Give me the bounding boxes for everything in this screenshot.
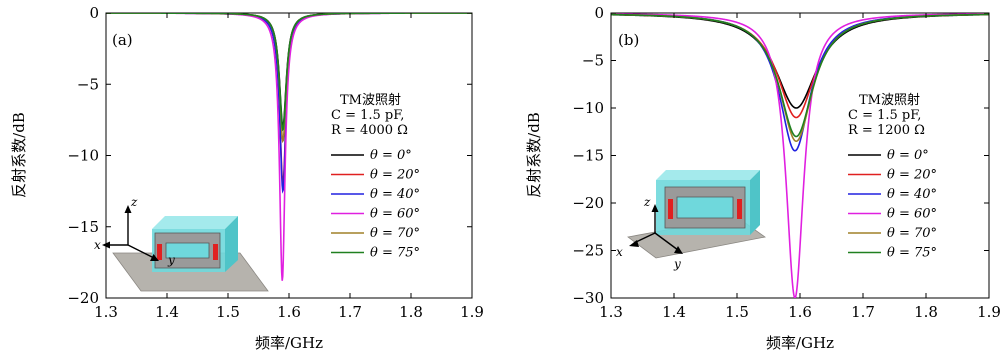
legend-entry: θ = 75°: [370, 246, 420, 261]
z-axis-label: z: [130, 195, 138, 209]
x-tick-label: 1.6: [788, 303, 812, 321]
panel-b: (b) 1.3 1.4 1.5 1.6 1.7 1.8 1.9 0 −5 −10 −15 −20 −25…: [525, 4, 1001, 352]
x-tick-label: 1.9: [460, 303, 484, 321]
x-tick-label: 1.7: [338, 303, 362, 321]
x-axis-title: 频率/GHz: [766, 334, 834, 352]
x-tick-label: 1.5: [216, 303, 240, 321]
y-tick-label: 0: [594, 4, 604, 22]
y-tick-label: −25: [572, 242, 604, 260]
x-tick-label: 1.5: [725, 303, 749, 321]
x-tick-label: 1.6: [277, 303, 301, 321]
y-axis-title: 反射系数/dB: [10, 112, 28, 198]
annotation-line-2: C = 1.5 pF,: [331, 108, 404, 123]
x-tick-label: 1.4: [662, 303, 686, 321]
x-axis-title: 频率/GHz: [255, 334, 323, 352]
tick-group: 1.3 1.4 1.5 1.6 1.7 1.8 1.9 0 −5 −10 −15 −20 −25 −30: [572, 4, 1001, 321]
resistor-right: [213, 244, 218, 260]
x-tick-label: 1.7: [851, 303, 875, 321]
y-tick-label: −20: [572, 194, 604, 212]
substrate-side: [750, 170, 760, 235]
y-axis-arrow: [654, 232, 679, 251]
panel-a: (a) 1.3 1.4 1.5 1.6 1.7 1.8 1.9 0 −5 −10 −15 −20 z …: [10, 4, 484, 352]
x-axis-arrow: [633, 232, 656, 244]
y-arrow-head: [674, 246, 683, 254]
annotation-line-1: TM波照射: [859, 92, 920, 108]
y-tick-label: −15: [572, 147, 604, 165]
z-axis-label: z: [643, 195, 651, 209]
annotation-line-3: R = 4000 Ω: [331, 123, 408, 138]
y-axis-title: 反射系数/dB: [525, 112, 543, 198]
x-tick-label: 1.3: [599, 303, 623, 321]
legend-entry: θ = 0°: [370, 148, 412, 163]
resistor-right: [737, 199, 742, 219]
tick-group: 1.3 1.4 1.5 1.6 1.7 1.8 1.9 0 −5 −10 −15 −20: [67, 4, 484, 321]
y-tick-label: −20: [67, 289, 99, 307]
annotation-line-3: R = 1200 Ω: [848, 123, 925, 138]
y-tick-label: −5: [582, 52, 604, 70]
x-tick-label: 1.9: [977, 303, 1001, 321]
legend-entry: θ = 0°: [887, 148, 929, 163]
legend: θ = 0° θ = 20° θ = 40° θ = 60° θ = 70° θ = 75…: [331, 148, 420, 261]
z-arrow-head: [651, 204, 659, 212]
substrate-top: [656, 170, 760, 180]
condition-annotation: TM波照射 C = 1.5 pF, R = 1200 Ω: [848, 92, 925, 138]
annotation-line-1: TM波照射: [340, 92, 401, 108]
legend-entry: θ = 40°: [370, 187, 420, 202]
x-axis-label: x: [94, 238, 101, 252]
y-tick-label: −10: [67, 147, 99, 165]
x-arrow-head: [629, 240, 639, 247]
x-arrow-head: [102, 241, 110, 249]
y-arrow-head: [150, 254, 159, 261]
panel-label: (b): [618, 31, 639, 49]
legend-entry: θ = 75°: [887, 246, 937, 261]
ring-gap: [676, 196, 734, 219]
y-axis-label: y: [673, 257, 681, 271]
y-tick-label: −15: [67, 218, 99, 236]
y-axis-label: y: [167, 253, 175, 267]
y-tick-label: −10: [572, 99, 604, 117]
y-tick-label: 0: [89, 4, 99, 22]
y-tick-label: −30: [572, 289, 604, 307]
ring-gap: [165, 242, 210, 259]
legend-entry: θ = 60°: [887, 207, 937, 222]
resistor-left: [668, 199, 673, 219]
x-tick-label: 1.8: [399, 303, 423, 321]
legend-entry: θ = 20°: [887, 168, 937, 183]
structure-inset: z x y: [94, 195, 269, 292]
x-axis-label: x: [616, 245, 623, 259]
legend-entry: θ = 60°: [370, 207, 420, 222]
y-axis-arrow: [127, 244, 155, 259]
legend: θ = 0° θ = 20° θ = 40° θ = 60° θ = 70° θ = 75…: [848, 148, 937, 261]
y-tick-label: −5: [77, 75, 99, 93]
z-arrow-head: [124, 205, 132, 213]
legend-entry: θ = 20°: [370, 168, 420, 183]
x-tick-label: 1.3: [94, 303, 118, 321]
substrate-side: [225, 216, 238, 272]
legend-entry: θ = 70°: [370, 226, 420, 241]
resistor-left: [157, 244, 162, 260]
x-tick-label: 1.8: [914, 303, 938, 321]
annotation-line-2: C = 1.5 pF,: [848, 108, 921, 123]
panel-label: (a): [112, 31, 133, 49]
legend-entry: θ = 70°: [887, 226, 937, 241]
condition-annotation: TM波照射 C = 1.5 pF, R = 4000 Ω: [331, 92, 408, 138]
substrate-top: [152, 216, 238, 229]
x-tick-label: 1.4: [155, 303, 179, 321]
structure-inset: z x y: [616, 170, 766, 271]
legend-entry: θ = 40°: [887, 187, 937, 202]
